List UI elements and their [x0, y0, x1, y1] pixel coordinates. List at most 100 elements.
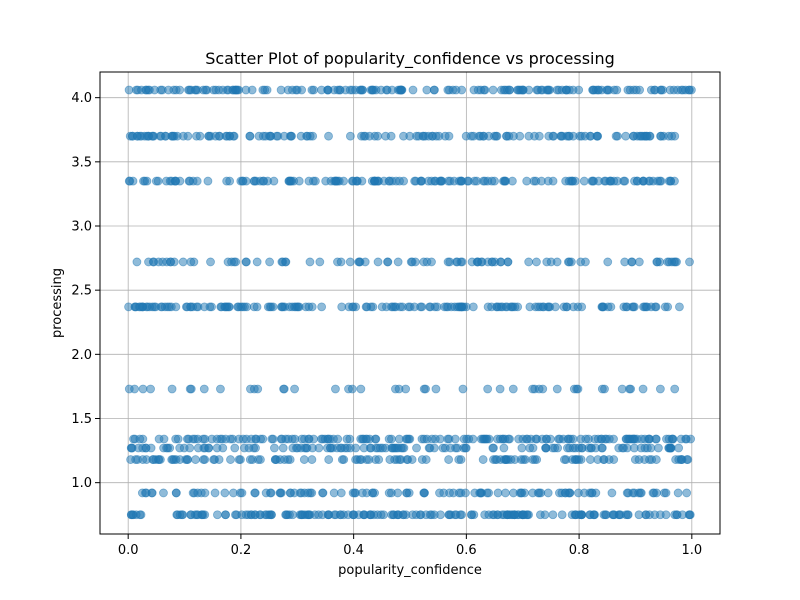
data-point — [326, 443, 335, 453]
data-point — [535, 510, 545, 520]
data-point — [406, 257, 416, 267]
data-point — [672, 257, 681, 267]
data-point — [524, 257, 534, 267]
data-point — [623, 510, 632, 520]
data-point — [364, 455, 374, 464]
data-point — [501, 488, 510, 498]
data-point — [265, 131, 274, 141]
data-point — [463, 176, 472, 186]
data-point — [685, 257, 694, 267]
data-point — [339, 455, 349, 464]
data-point — [496, 302, 506, 312]
data-point — [388, 443, 397, 453]
plot-frame — [99, 71, 721, 535]
y-tick-label: 1.0 — [71, 476, 92, 491]
data-point — [213, 510, 222, 520]
data-point — [466, 131, 476, 141]
data-point — [542, 85, 552, 95]
data-point — [626, 384, 636, 394]
data-point — [524, 131, 534, 141]
data-point — [618, 443, 627, 453]
data-point — [299, 455, 309, 464]
data-point — [617, 384, 627, 394]
data-point — [443, 85, 453, 95]
data-point — [449, 176, 459, 186]
data-point — [186, 85, 196, 95]
data-point — [645, 176, 655, 186]
data-point — [652, 488, 661, 498]
data-point — [283, 85, 293, 95]
y-axis-label: processing — [50, 268, 65, 338]
data-point — [457, 302, 467, 312]
data-point — [435, 176, 445, 186]
data-point — [440, 302, 449, 312]
data-point — [273, 131, 283, 141]
y-axis-ticks: 1.0 1.5 2.0 2.5 3.0 3.5 4.0 — [71, 91, 100, 491]
data-point — [171, 488, 181, 498]
data-point — [275, 488, 285, 498]
data-point — [287, 434, 297, 444]
data-point — [571, 443, 580, 453]
data-point — [236, 176, 246, 186]
data-point — [147, 131, 157, 141]
data-point — [444, 455, 454, 464]
data-point — [684, 85, 694, 95]
data-point — [315, 257, 325, 267]
data-point — [638, 384, 648, 394]
data-point — [133, 455, 143, 464]
data-point — [517, 443, 527, 453]
data-point — [568, 85, 578, 95]
data-point — [443, 257, 453, 267]
data-point — [391, 384, 400, 394]
data-point — [541, 443, 551, 453]
data-point — [167, 384, 177, 394]
data-point — [613, 131, 622, 141]
data-point — [221, 510, 230, 520]
data-point — [236, 455, 245, 464]
data-point — [676, 434, 686, 444]
data-point — [154, 434, 164, 444]
data-point — [249, 443, 259, 453]
data-point — [673, 488, 683, 498]
data-point — [209, 455, 219, 464]
data-point — [548, 510, 558, 520]
data-point — [445, 488, 454, 498]
data-point — [371, 443, 381, 453]
data-point — [145, 302, 155, 312]
data-point — [183, 131, 193, 141]
data-point — [533, 85, 543, 95]
data-point — [674, 443, 684, 453]
data-point — [348, 488, 358, 498]
data-point — [641, 302, 651, 312]
data-point — [506, 455, 516, 464]
data-point — [290, 384, 299, 394]
data-point — [493, 434, 502, 444]
data-point — [212, 443, 222, 453]
data-point — [188, 434, 198, 444]
data-point — [419, 384, 429, 394]
data-point — [636, 443, 646, 453]
data-point — [354, 257, 364, 267]
data-point — [644, 434, 653, 444]
data-point — [634, 257, 644, 267]
data-point — [283, 455, 293, 464]
data-point — [132, 257, 142, 267]
data-point — [629, 131, 638, 141]
data-point — [215, 434, 225, 444]
data-point — [331, 176, 341, 186]
data-point — [621, 131, 631, 141]
data-point — [260, 85, 270, 95]
data-point — [209, 85, 218, 95]
data-point — [144, 257, 153, 267]
data-point — [655, 384, 665, 394]
data-point — [461, 443, 470, 453]
data-point — [499, 85, 509, 95]
data-point — [200, 434, 210, 444]
data-point — [422, 85, 432, 95]
data-point — [348, 302, 358, 312]
data-point — [343, 510, 353, 520]
x-tick-label: 1.0 — [681, 543, 702, 558]
x-tick-label: 0.2 — [231, 543, 252, 558]
data-point — [420, 488, 429, 498]
data-point — [584, 443, 594, 453]
